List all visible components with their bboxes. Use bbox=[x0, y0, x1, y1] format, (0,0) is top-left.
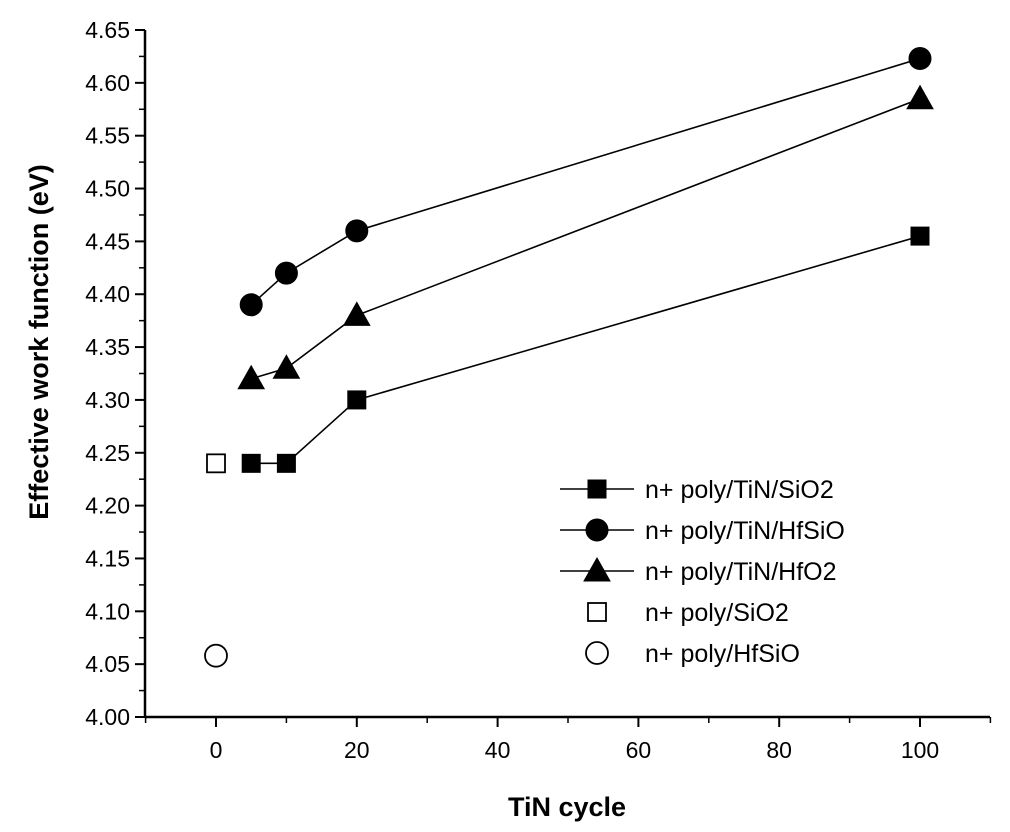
y-tick-label: 4.40 bbox=[85, 281, 130, 307]
axes: 4.00 4.05 4.10 4.15 4.20 4.25 4.30 4.35 4.40 4.45… bbox=[85, 17, 992, 763]
legend-entry: n+ poly/TiN/HfSiO bbox=[560, 517, 845, 545]
data-point bbox=[276, 453, 296, 473]
data-point bbox=[272, 354, 301, 379]
y-tick-label: 4.30 bbox=[85, 387, 130, 413]
legend-marker bbox=[587, 602, 607, 622]
legend-marker bbox=[583, 556, 611, 582]
y-tick-label: 4.65 bbox=[85, 17, 130, 43]
y-tick-label: 4.15 bbox=[85, 545, 130, 571]
series-line bbox=[251, 235, 921, 465]
x-tick-label: 80 bbox=[766, 737, 792, 763]
y-tick-label: 4.35 bbox=[85, 334, 130, 360]
data-point bbox=[239, 293, 263, 317]
x-tick-label: 0 bbox=[210, 737, 223, 763]
data-point bbox=[347, 390, 367, 410]
legend: n+ poly/TiN/SiO2 n+ poly/TiN/HfSiO n+ poly… bbox=[560, 476, 845, 668]
x-tick-label: 60 bbox=[626, 737, 652, 763]
data-point bbox=[237, 364, 266, 390]
y-tick-label: 4.45 bbox=[85, 228, 130, 254]
data-point bbox=[241, 453, 261, 473]
legend-marker bbox=[585, 518, 609, 542]
legend-label: n+ poly/TiN/SiO2 bbox=[645, 476, 834, 504]
x-tick-label: 100 bbox=[901, 737, 939, 763]
x-axis-title: TiN cycle bbox=[508, 792, 626, 822]
series-line bbox=[250, 97, 921, 380]
series-2 bbox=[237, 84, 934, 390]
data-point bbox=[342, 301, 371, 326]
series-line bbox=[250, 57, 921, 306]
y-axis-title: Effective work function (eV) bbox=[24, 164, 54, 520]
data-point bbox=[345, 219, 369, 243]
data-point bbox=[906, 84, 934, 110]
series-4 bbox=[204, 643, 228, 668]
data-point bbox=[204, 643, 228, 668]
legend-entry: n+ poly/TiN/HfO2 bbox=[560, 556, 837, 586]
data-point bbox=[206, 453, 226, 474]
y-tick-label: 4.20 bbox=[85, 493, 130, 519]
series-0 bbox=[241, 226, 930, 473]
legend-label: n+ poly/TiN/HfO2 bbox=[645, 558, 837, 586]
data-point bbox=[274, 261, 298, 285]
legend-entry: n+ poly/HfSiO bbox=[585, 640, 800, 668]
y-tick-label: 4.60 bbox=[85, 70, 130, 96]
y-tick-label: 4.50 bbox=[85, 176, 130, 202]
legend-entry: n+ poly/SiO2 bbox=[587, 599, 789, 627]
series-1 bbox=[239, 47, 932, 317]
legend-label: n+ poly/HfSiO bbox=[645, 640, 800, 668]
y-tick-label: 4.10 bbox=[85, 598, 130, 624]
data-point bbox=[910, 226, 930, 246]
legend-entry: n+ poly/TiN/SiO2 bbox=[560, 476, 834, 504]
y-tick-label: 4.25 bbox=[85, 440, 130, 466]
x-tick-label: 40 bbox=[485, 737, 511, 763]
series-layer bbox=[204, 47, 934, 668]
y-tick-label: 4.55 bbox=[85, 123, 130, 149]
x-tick-label: 20 bbox=[344, 737, 370, 763]
legend-marker bbox=[587, 479, 607, 499]
legend-label: n+ poly/TiN/HfSiO bbox=[645, 517, 845, 545]
y-tick-label: 4.05 bbox=[85, 651, 130, 677]
series-3 bbox=[206, 453, 226, 474]
data-point bbox=[908, 47, 932, 71]
legend-label: n+ poly/SiO2 bbox=[645, 599, 789, 627]
legend-marker bbox=[585, 641, 609, 665]
y-tick-label: 4.00 bbox=[85, 704, 130, 730]
